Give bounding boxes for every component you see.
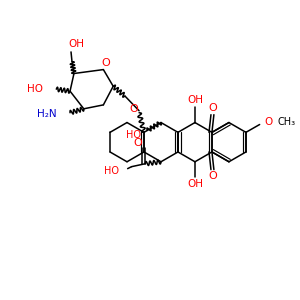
- Text: O: O: [208, 172, 217, 182]
- Text: O: O: [130, 104, 139, 114]
- Text: OH: OH: [187, 95, 203, 105]
- Text: O: O: [264, 117, 273, 127]
- Text: H₂N: H₂N: [37, 109, 56, 119]
- Text: O: O: [101, 58, 110, 68]
- Text: O: O: [133, 138, 142, 148]
- Text: OH: OH: [187, 179, 203, 189]
- Text: HO: HO: [27, 84, 43, 94]
- Text: HO: HO: [104, 166, 119, 176]
- Text: OH: OH: [68, 39, 84, 49]
- Text: O: O: [208, 103, 217, 113]
- Text: HO: HO: [126, 130, 141, 140]
- Text: CH₃: CH₃: [277, 117, 296, 127]
